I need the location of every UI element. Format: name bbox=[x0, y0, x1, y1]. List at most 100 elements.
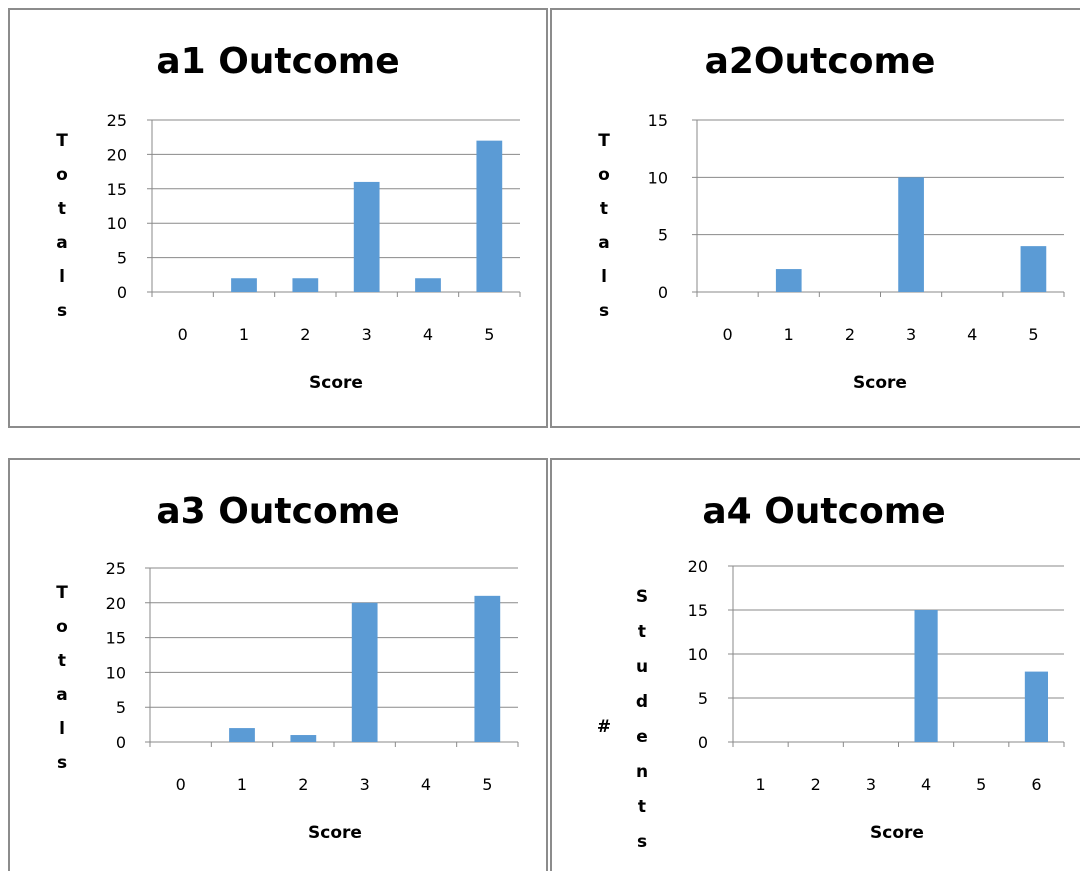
y-axis-title-letter: o bbox=[56, 165, 68, 185]
bar-score-3 bbox=[898, 177, 924, 292]
y-tick-label: 10 bbox=[648, 168, 668, 187]
x-tick-label: 0 bbox=[176, 775, 186, 794]
y-axis-title-letter: l bbox=[59, 267, 65, 287]
y-axis-title-letter: S bbox=[636, 587, 648, 607]
x-tick-label: 4 bbox=[967, 325, 977, 344]
bar-score-1 bbox=[229, 728, 255, 742]
y-tick-label: 0 bbox=[698, 733, 708, 752]
y-tick-label: 5 bbox=[117, 249, 127, 268]
bar-score-4 bbox=[415, 278, 441, 292]
y-axis-title-letter: d bbox=[636, 692, 648, 712]
chart-title: a1 Outcome bbox=[156, 41, 399, 82]
y-axis-title-letter: s bbox=[57, 301, 67, 321]
x-tick-label: 4 bbox=[921, 775, 931, 794]
y-tick-label: 0 bbox=[117, 283, 127, 302]
y-axis-title-letter: t bbox=[58, 651, 66, 671]
x-tick-label: 3 bbox=[362, 325, 372, 344]
x-tick-label: 6 bbox=[1031, 775, 1041, 794]
bar-score-5 bbox=[1020, 246, 1047, 292]
y-axis-title-letter: o bbox=[56, 617, 68, 637]
y-tick-label: 20 bbox=[688, 557, 708, 576]
y-axis-title-letter: a bbox=[56, 685, 67, 705]
y-axis-title-letter: t bbox=[638, 622, 646, 642]
x-tick-label: 2 bbox=[811, 775, 821, 794]
y-axis-title-letter: a bbox=[56, 233, 67, 253]
y-axis-title-letter: T bbox=[598, 131, 610, 151]
x-tick-label: 3 bbox=[360, 775, 370, 794]
x-tick-label: 5 bbox=[976, 775, 986, 794]
y-axis-title-letter: s bbox=[637, 832, 647, 852]
y-tick-label: 5 bbox=[658, 226, 668, 245]
x-tick-label: 1 bbox=[237, 775, 247, 794]
bar-score-2 bbox=[290, 735, 317, 742]
x-tick-label: 5 bbox=[482, 775, 492, 794]
bar-score-3 bbox=[353, 181, 380, 292]
x-tick-label: 0 bbox=[178, 325, 188, 344]
y-axis-title-hash: # bbox=[597, 717, 611, 737]
chart-title: a4 Outcome bbox=[702, 491, 945, 532]
y-tick-label: 10 bbox=[107, 214, 127, 233]
chart-title: a3 Outcome bbox=[156, 491, 399, 532]
x-tick-label: 2 bbox=[845, 325, 855, 344]
y-tick-label: 5 bbox=[116, 698, 126, 717]
bar-score-3 bbox=[351, 602, 378, 742]
bar-score-5 bbox=[474, 595, 501, 742]
y-axis-title-letter: l bbox=[59, 719, 65, 739]
y-axis-title-letter: l bbox=[601, 267, 607, 287]
x-axis-title: Score bbox=[308, 823, 362, 843]
y-tick-label: 25 bbox=[107, 111, 127, 130]
x-axis-title: Score bbox=[309, 373, 363, 393]
y-axis-title-letter: e bbox=[636, 727, 648, 747]
y-tick-label: 15 bbox=[688, 601, 708, 620]
x-axis-title: Score bbox=[853, 373, 907, 393]
x-tick-label: 1 bbox=[784, 325, 794, 344]
y-axis-title-letter: s bbox=[57, 753, 67, 773]
y-axis-title-letter: u bbox=[636, 657, 648, 677]
y-tick-label: 5 bbox=[698, 689, 708, 708]
bar-score-6 bbox=[1024, 671, 1049, 742]
y-axis-title-letter: s bbox=[599, 301, 609, 321]
x-tick-label: 1 bbox=[239, 325, 249, 344]
y-axis-title-letter: o bbox=[598, 165, 610, 185]
y-tick-label: 25 bbox=[106, 559, 126, 578]
x-tick-label: 5 bbox=[484, 325, 494, 344]
x-tick-label: 2 bbox=[300, 325, 310, 344]
y-tick-label: 15 bbox=[106, 629, 126, 648]
y-tick-label: 10 bbox=[106, 663, 126, 682]
y-axis-title-letter: t bbox=[600, 199, 608, 219]
y-tick-label: 20 bbox=[107, 145, 127, 164]
y-axis-title-letter: T bbox=[56, 131, 68, 151]
x-tick-label: 4 bbox=[421, 775, 431, 794]
bar-score-4 bbox=[914, 610, 938, 742]
x-tick-label: 5 bbox=[1028, 325, 1038, 344]
y-tick-label: 10 bbox=[688, 645, 708, 664]
y-tick-label: 15 bbox=[107, 180, 127, 199]
x-tick-label: 1 bbox=[755, 775, 765, 794]
y-tick-label: 15 bbox=[648, 111, 668, 130]
x-tick-label: 0 bbox=[722, 325, 732, 344]
y-tick-label: 0 bbox=[658, 283, 668, 302]
bar-score-1 bbox=[775, 269, 802, 292]
y-axis-title-letter: n bbox=[636, 762, 648, 782]
y-tick-label: 20 bbox=[106, 594, 126, 613]
bar-score-2 bbox=[292, 278, 319, 292]
y-axis-title-letter: a bbox=[598, 233, 609, 253]
y-tick-label: 0 bbox=[116, 733, 126, 752]
x-tick-label: 2 bbox=[298, 775, 308, 794]
x-tick-label: 4 bbox=[423, 325, 433, 344]
y-axis-title-letter: t bbox=[58, 199, 66, 219]
x-axis-title: Score bbox=[870, 823, 924, 843]
x-tick-label: 3 bbox=[866, 775, 876, 794]
bar-score-5 bbox=[476, 140, 503, 292]
bar-score-1 bbox=[231, 278, 257, 292]
